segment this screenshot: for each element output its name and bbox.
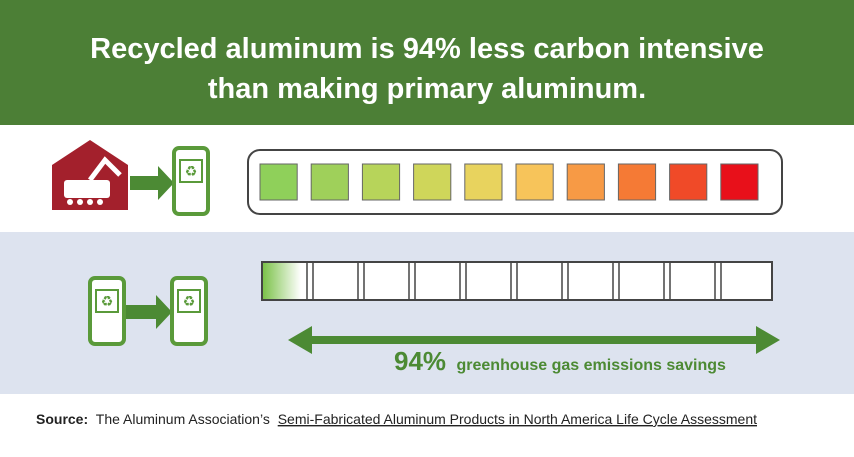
segment (310, 163, 349, 201)
segment (669, 163, 708, 201)
segment (720, 163, 759, 201)
can-icon: ♻ (172, 146, 210, 216)
savings-arrow (288, 326, 780, 354)
segment (515, 163, 554, 201)
recycled-fill (263, 263, 301, 299)
segment (464, 163, 503, 201)
segment (617, 163, 657, 201)
svg-text:♻: ♻ (183, 293, 196, 309)
segment (413, 163, 452, 201)
title-line: Recycled aluminum is 94% less carbon int… (90, 33, 764, 65)
segments (259, 163, 759, 201)
source-publisher: The Aluminum Association’s (96, 411, 270, 427)
arrow-icon (126, 295, 172, 329)
segment (259, 163, 298, 201)
svg-text:♻: ♻ (185, 163, 198, 179)
source-link[interactable]: Semi-Fabricated Aluminum Products in Nor… (278, 411, 757, 427)
header-band (0, 0, 854, 125)
savings-text: greenhouse gas emissions savings (457, 357, 727, 374)
source-label: Source: (36, 411, 88, 427)
can-icon: ♻ (170, 276, 208, 346)
cell-dividers (306, 262, 722, 300)
svg-text:♻: ♻ (101, 293, 114, 309)
title-line: than making primary aluminum. (208, 73, 646, 105)
can-icon: ♻ (88, 276, 126, 346)
segment (566, 163, 605, 201)
source-line: Source: The Aluminum Association’s Semi-… (36, 411, 757, 427)
mine-icon (52, 140, 128, 210)
savings-label: 94% greenhouse gas emissions savings (394, 346, 726, 376)
segment (361, 163, 401, 201)
savings-percent: 94% (394, 346, 446, 376)
arrow-icon (130, 166, 174, 200)
